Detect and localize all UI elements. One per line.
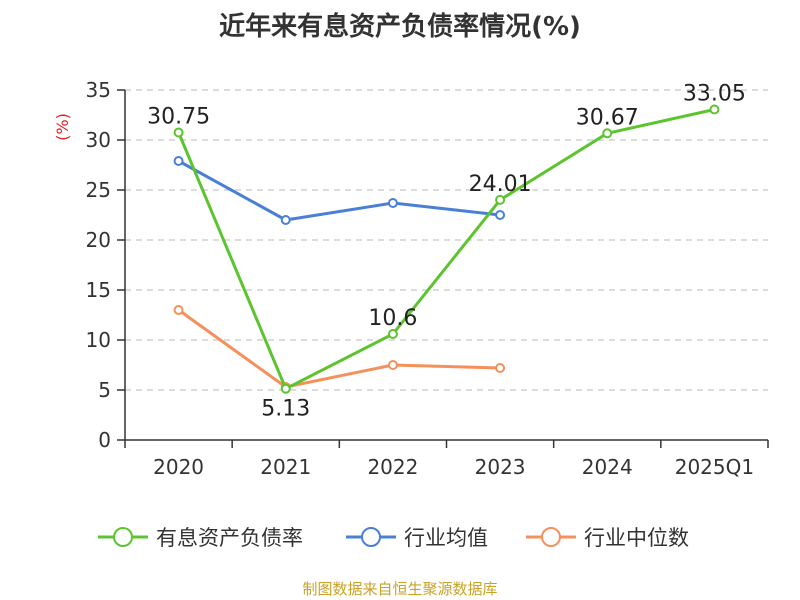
y-tick-label: 5 (98, 378, 111, 402)
data-point (387, 329, 398, 339)
y-tick-label: 30 (86, 128, 111, 152)
x-tick-label: 2025Q1 (675, 455, 754, 479)
x-tick-label: 2022 (367, 455, 418, 479)
data-point (495, 210, 506, 220)
data-label: 10.6 (368, 306, 417, 331)
legend-marker (361, 527, 381, 547)
data-point (602, 128, 613, 139)
data-point (280, 383, 291, 394)
chart-title: 近年来有息资产负债率情况(%) (219, 12, 581, 42)
x-tick-label: 2020 (153, 455, 204, 479)
y-tick-label: 15 (86, 278, 111, 302)
data-point (387, 360, 398, 370)
data-point (173, 305, 184, 315)
data-label: 30.67 (576, 105, 639, 130)
legend-marker (541, 527, 561, 547)
y-tick-label: 25 (86, 178, 111, 202)
y-tick-label: 10 (86, 328, 111, 352)
legend-label: 行业均值 (404, 526, 488, 550)
data-point (495, 363, 506, 373)
x-tick-label: 2024 (582, 455, 633, 479)
x-tick-label: 2021 (260, 455, 311, 479)
data-point (495, 194, 506, 205)
data-label: 24.01 (469, 172, 532, 197)
y-tick-label: 0 (98, 428, 111, 452)
series-line (177, 308, 501, 389)
data-point (173, 127, 184, 138)
x-tick-label: 2023 (475, 455, 526, 479)
y-axis-label: (%) (53, 113, 72, 141)
source-note: 制图数据来自恒生聚源数据库 (302, 580, 498, 598)
data-label: 33.05 (683, 82, 746, 107)
legend-marker (113, 527, 133, 547)
data-point (709, 104, 720, 115)
data-point (280, 215, 291, 225)
legend-label: 行业中位数 (584, 526, 689, 550)
data-label: 5.13 (261, 397, 310, 422)
series-line (177, 159, 501, 222)
y-tick-label: 20 (86, 228, 111, 252)
series-line (177, 108, 715, 391)
data-point (387, 198, 398, 208)
data-point (173, 156, 184, 166)
data-label: 30.75 (147, 105, 210, 130)
y-tick-label: 35 (86, 78, 111, 102)
legend-label: 有息资产负债率 (156, 526, 303, 550)
